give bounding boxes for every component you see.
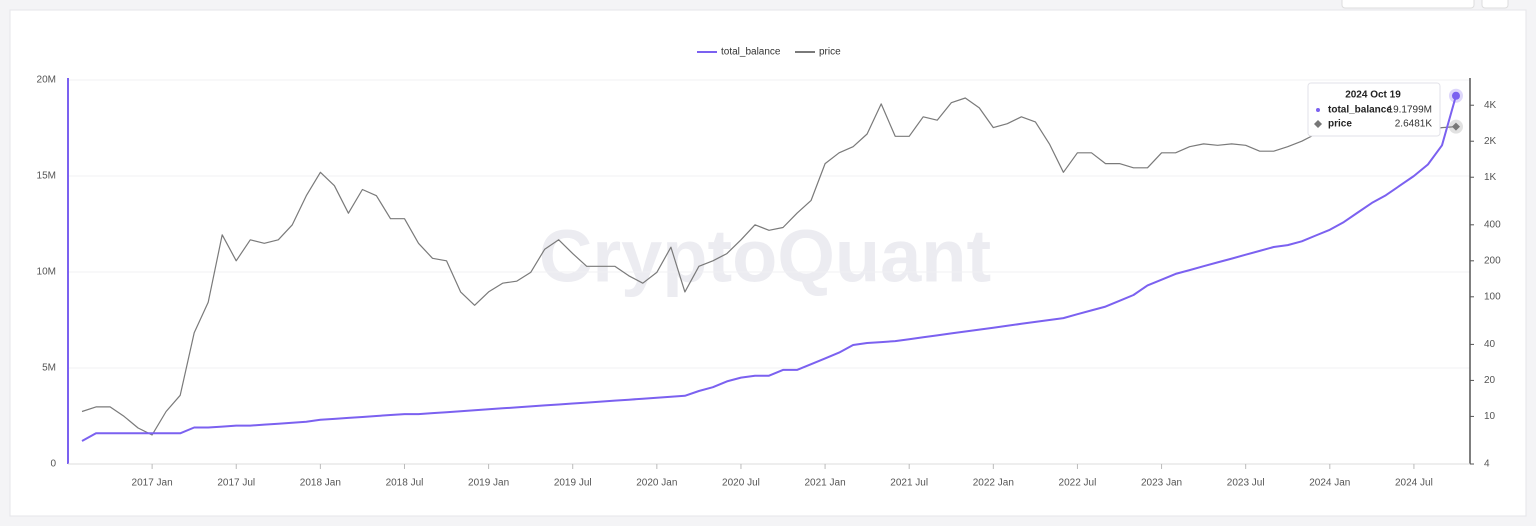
y-tick-label: 10M xyxy=(37,267,56,278)
y2-tick-label: 40 xyxy=(1484,339,1496,350)
y2-tick-label: 400 xyxy=(1484,219,1501,230)
y2-tick-label: 100 xyxy=(1484,291,1501,302)
legend-label: total_balance xyxy=(721,47,781,58)
y2-tick-label: 200 xyxy=(1484,255,1501,266)
x-tick-label: 2022 Jul xyxy=(1059,478,1097,489)
y2-tick-label: 10 xyxy=(1484,411,1496,422)
legend-label: price xyxy=(819,47,841,58)
x-tick-label: 2018 Jan xyxy=(300,478,341,489)
y-tick-label: 15M xyxy=(37,171,56,182)
x-tick-label: 2020 Jan xyxy=(636,478,677,489)
y2-tick-label: 4K xyxy=(1484,100,1497,111)
x-tick-label: 2024 Jul xyxy=(1395,478,1433,489)
y-tick-label: 0 xyxy=(50,459,56,470)
y-tick-label: 5M xyxy=(42,363,56,374)
menu-button[interactable] xyxy=(1481,0,1509,9)
x-tick-label: 2019 Jan xyxy=(468,478,509,489)
tooltip-name: total_balance xyxy=(1328,105,1392,116)
x-tick-label: 2022 Jan xyxy=(973,478,1014,489)
x-tick-label: 2023 Jan xyxy=(1141,478,1182,489)
x-tick-label: 2021 Jul xyxy=(890,478,928,489)
y2-tick-label: 4 xyxy=(1484,459,1490,470)
y-tick-label: 20M xyxy=(37,75,56,86)
x-tick-label: 2020 Jul xyxy=(722,478,760,489)
series-line xyxy=(81,97,1457,436)
x-tick-label: 2024 Jan xyxy=(1309,478,1350,489)
x-tick-label: 2018 Jul xyxy=(386,478,424,489)
y2-tick-label: 2K xyxy=(1484,136,1497,147)
tooltip-swatch xyxy=(1316,108,1320,112)
card xyxy=(9,9,1527,517)
watermark: CryptoQuant xyxy=(539,215,991,298)
tooltip-swatch xyxy=(1314,120,1322,128)
y2-tick-label: 1K xyxy=(1484,172,1497,183)
tooltip-title: 2024 Oct 19 xyxy=(1345,90,1401,101)
tooltip-box xyxy=(1307,82,1441,137)
tooltip-value: 2.6481K xyxy=(1395,119,1433,130)
x-tick-label: 2019 Jul xyxy=(554,478,592,489)
x-tick-label: 2017 Jul xyxy=(217,478,255,489)
x-tick-label: 2023 Jul xyxy=(1227,478,1265,489)
series-line xyxy=(81,95,1457,442)
tooltip-name: price xyxy=(1328,119,1352,130)
x-tick-label: 2021 Jan xyxy=(805,478,846,489)
tooltip-value: 19.1799M xyxy=(1388,105,1432,116)
end-point xyxy=(1451,122,1460,131)
end-point xyxy=(1451,91,1460,100)
range-select[interactable] xyxy=(1341,0,1475,9)
x-tick-label: 2017 Jan xyxy=(132,478,173,489)
y2-tick-label: 20 xyxy=(1484,375,1496,386)
